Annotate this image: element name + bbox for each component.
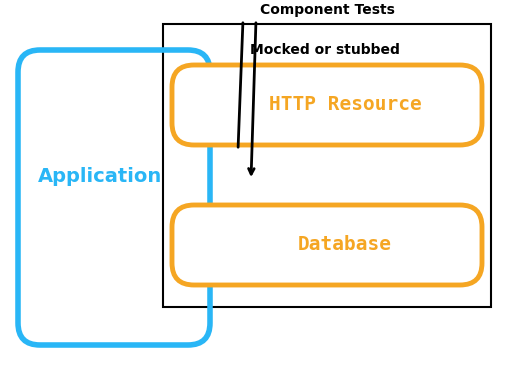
FancyBboxPatch shape: [172, 205, 482, 285]
FancyBboxPatch shape: [172, 65, 482, 145]
Bar: [163, 24, 491, 307]
Text: Mocked or stubbed: Mocked or stubbed: [250, 43, 400, 57]
Text: Component Tests: Component Tests: [260, 3, 395, 17]
Text: Application: Application: [38, 168, 162, 186]
Text: Database: Database: [298, 236, 392, 255]
Text: HTTP Resource: HTTP Resource: [269, 96, 421, 114]
